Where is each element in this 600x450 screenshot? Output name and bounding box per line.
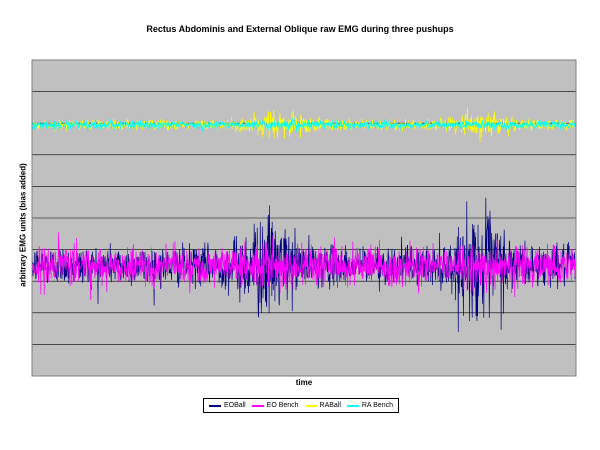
- legend-label: EOBall: [223, 402, 246, 409]
- legend-swatch: [208, 404, 221, 407]
- series-line-eo-bench: [31, 232, 577, 301]
- legend-swatch: [304, 404, 317, 407]
- legend-label: RA Bench: [361, 402, 393, 409]
- legend-label: RABall: [319, 402, 341, 409]
- legend-item: RA Bench: [346, 402, 393, 409]
- plot-border: [31, 59, 577, 377]
- x-axis-label: time: [295, 378, 313, 387]
- legend-item: EO Bench: [251, 402, 299, 409]
- legend-swatch: [251, 404, 264, 407]
- series-line-ra-bench: [31, 117, 577, 132]
- legend-swatch: [346, 404, 359, 407]
- legend-item: RABall: [304, 402, 341, 409]
- legend-label: EO Bench: [266, 402, 299, 409]
- legend: EOBall EO Bench RABall RA Bench: [203, 398, 399, 413]
- series-group: [31, 106, 577, 332]
- chart-title: Rectus Abdominis and External Oblique ra…: [146, 24, 454, 34]
- series-line-eoball: [31, 197, 577, 332]
- legend-item: EOBall: [208, 402, 246, 409]
